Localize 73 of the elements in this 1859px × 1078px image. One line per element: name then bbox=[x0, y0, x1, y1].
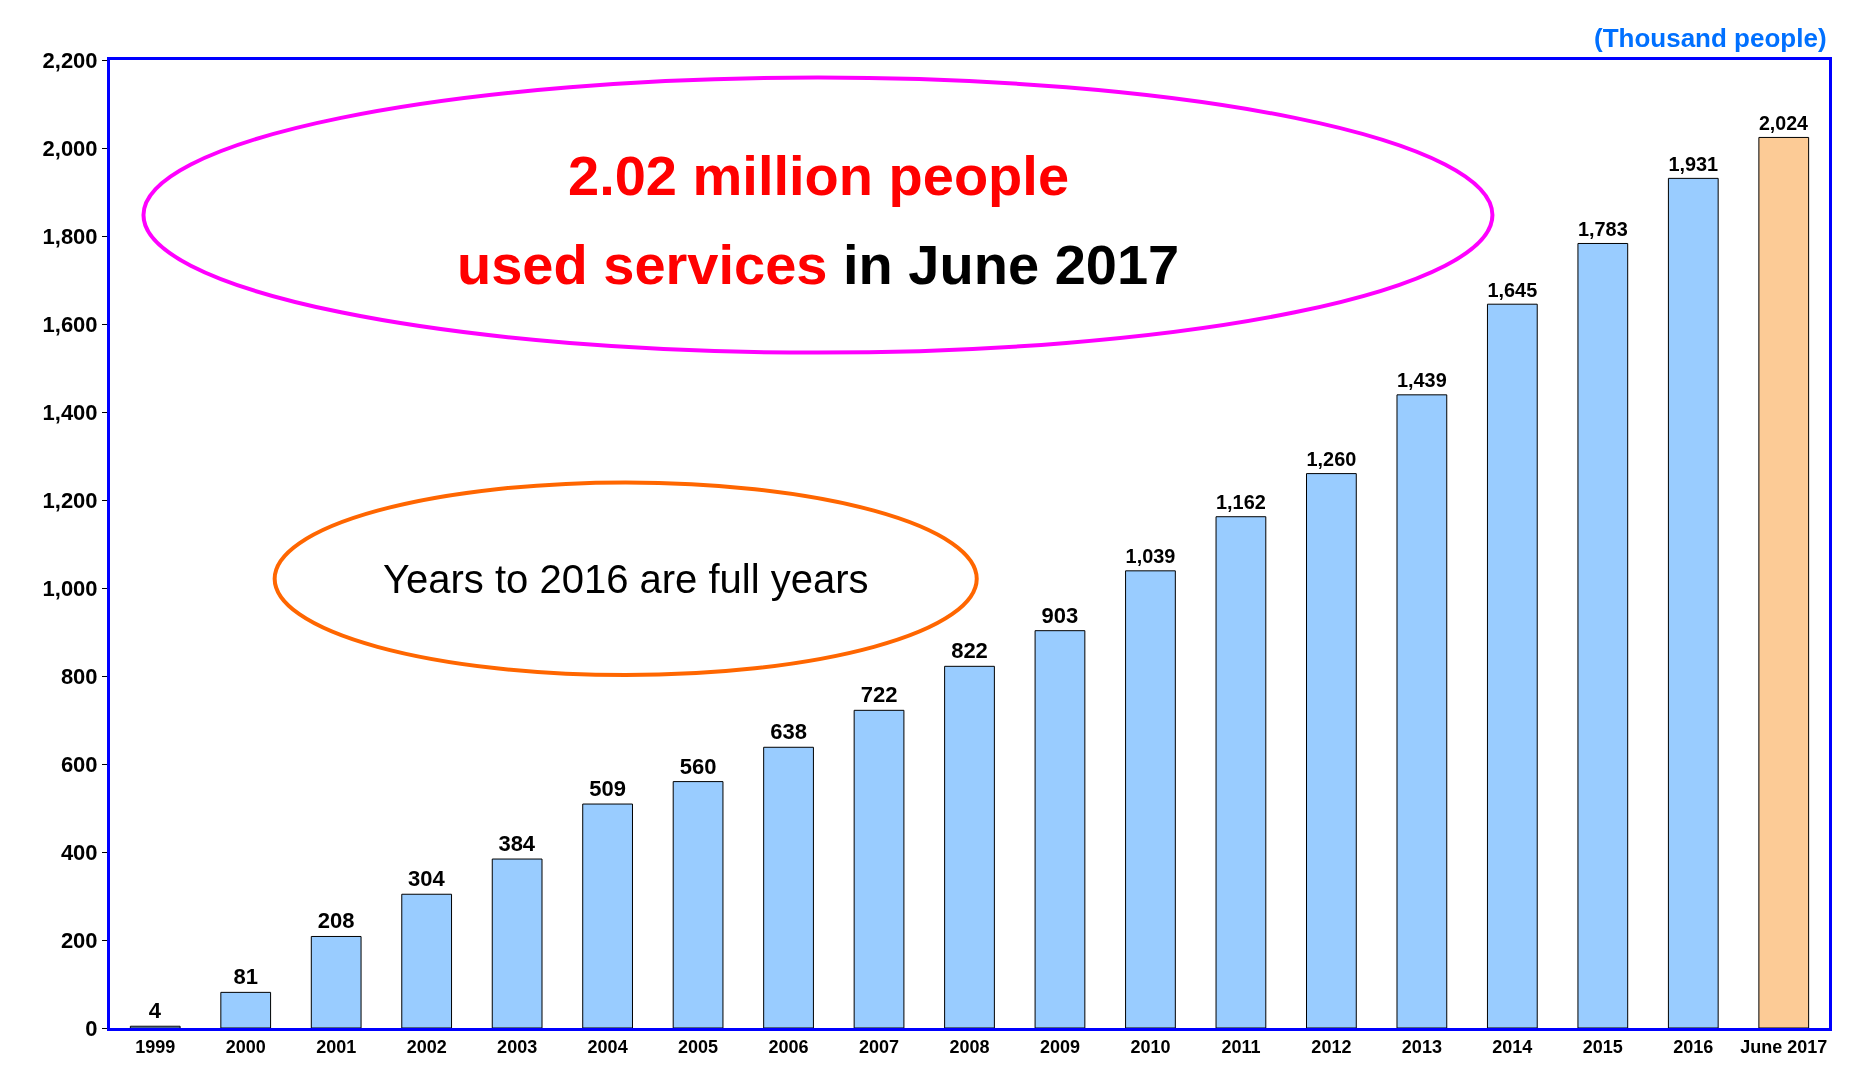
x-tick-label: 2011 bbox=[1221, 1036, 1261, 1057]
x-tick-label: 2009 bbox=[1039, 1036, 1080, 1057]
y-tick-label: 2,200 bbox=[42, 47, 98, 73]
data-label: 509 bbox=[589, 776, 626, 802]
bar bbox=[310, 935, 362, 1028]
data-label: 638 bbox=[770, 719, 807, 745]
annotation: Years to 2016 are full years bbox=[383, 557, 869, 601]
x-tick-label: 2007 bbox=[859, 1036, 900, 1057]
bar bbox=[1486, 303, 1538, 1028]
y-tick-label: 600 bbox=[60, 751, 98, 777]
bar bbox=[1667, 177, 1719, 1028]
x-tick-label: 2005 bbox=[678, 1036, 719, 1057]
bar bbox=[763, 746, 814, 1028]
bar bbox=[1577, 242, 1629, 1028]
data-label: 1,260 bbox=[1306, 448, 1357, 471]
x-tick-label: 2008 bbox=[949, 1036, 990, 1057]
data-label: 208 bbox=[317, 908, 355, 934]
bar bbox=[1215, 516, 1267, 1028]
y-tick-label: 1,000 bbox=[42, 575, 98, 601]
y-tick-label: 400 bbox=[60, 839, 98, 865]
data-label: 1,162 bbox=[1216, 491, 1266, 514]
y-tick-label: 1,600 bbox=[42, 311, 98, 337]
annotation: 2.02 million people bbox=[568, 144, 1070, 207]
x-tick-label: 2001 bbox=[316, 1036, 357, 1057]
x-tick-label: 2012 bbox=[1311, 1036, 1352, 1057]
x-tick-label: June 2017 bbox=[1740, 1036, 1828, 1057]
bar bbox=[491, 858, 543, 1028]
data-label: 2,024 bbox=[1758, 111, 1809, 134]
data-label: 722 bbox=[860, 682, 898, 708]
y-axis-title: (Thousand people) bbox=[1594, 23, 1827, 53]
data-label: 4 bbox=[148, 998, 162, 1024]
y-tick-label: 800 bbox=[60, 663, 98, 689]
bar bbox=[672, 781, 724, 1028]
data-label: 304 bbox=[407, 866, 446, 892]
y-tick-label: 1,800 bbox=[42, 223, 98, 249]
bar bbox=[1125, 570, 1176, 1028]
bar bbox=[401, 893, 453, 1028]
x-tick-label: 2013 bbox=[1401, 1036, 1442, 1057]
data-label: 1,039 bbox=[1125, 545, 1176, 568]
data-label: 1,645 bbox=[1487, 278, 1538, 301]
data-label: 1,931 bbox=[1668, 152, 1719, 175]
x-tick-label: 2006 bbox=[768, 1036, 809, 1057]
bar bbox=[1758, 136, 1810, 1028]
data-label: 1,439 bbox=[1396, 369, 1447, 392]
bar bbox=[944, 665, 995, 1028]
bar bbox=[220, 991, 272, 1028]
x-tick-label: 1999 bbox=[135, 1036, 176, 1057]
data-label: 1,783 bbox=[1577, 217, 1628, 240]
bar bbox=[1034, 630, 1086, 1028]
y-tick-label: 2,000 bbox=[42, 135, 98, 161]
y-tick-label: 0 bbox=[85, 1015, 98, 1041]
annotation: used services bbox=[457, 233, 828, 296]
bar bbox=[582, 803, 633, 1028]
x-tick-label: 2004 bbox=[587, 1036, 628, 1057]
data-label: 560 bbox=[679, 753, 717, 779]
bar bbox=[1306, 473, 1357, 1028]
bar bbox=[1396, 394, 1448, 1028]
x-tick-label: 2015 bbox=[1582, 1036, 1623, 1057]
y-tick-label: 1,200 bbox=[42, 487, 98, 513]
x-tick-label: 2003 bbox=[497, 1036, 538, 1057]
x-tick-label: 2010 bbox=[1130, 1036, 1171, 1057]
x-tick-label: 2002 bbox=[406, 1036, 447, 1057]
y-tick-label: 200 bbox=[60, 927, 98, 953]
annotation: in June 2017 bbox=[843, 233, 1180, 296]
y-tick-label: 1,400 bbox=[42, 399, 98, 425]
data-label: 384 bbox=[498, 831, 536, 857]
bar bbox=[853, 709, 905, 1028]
x-tick-label: 2014 bbox=[1492, 1036, 1533, 1057]
x-tick-label: 2016 bbox=[1673, 1036, 1714, 1057]
data-label: 903 bbox=[1041, 602, 1079, 628]
x-tick-label: 2000 bbox=[225, 1036, 266, 1057]
data-label: 81 bbox=[233, 964, 258, 990]
data-label: 822 bbox=[951, 638, 988, 664]
